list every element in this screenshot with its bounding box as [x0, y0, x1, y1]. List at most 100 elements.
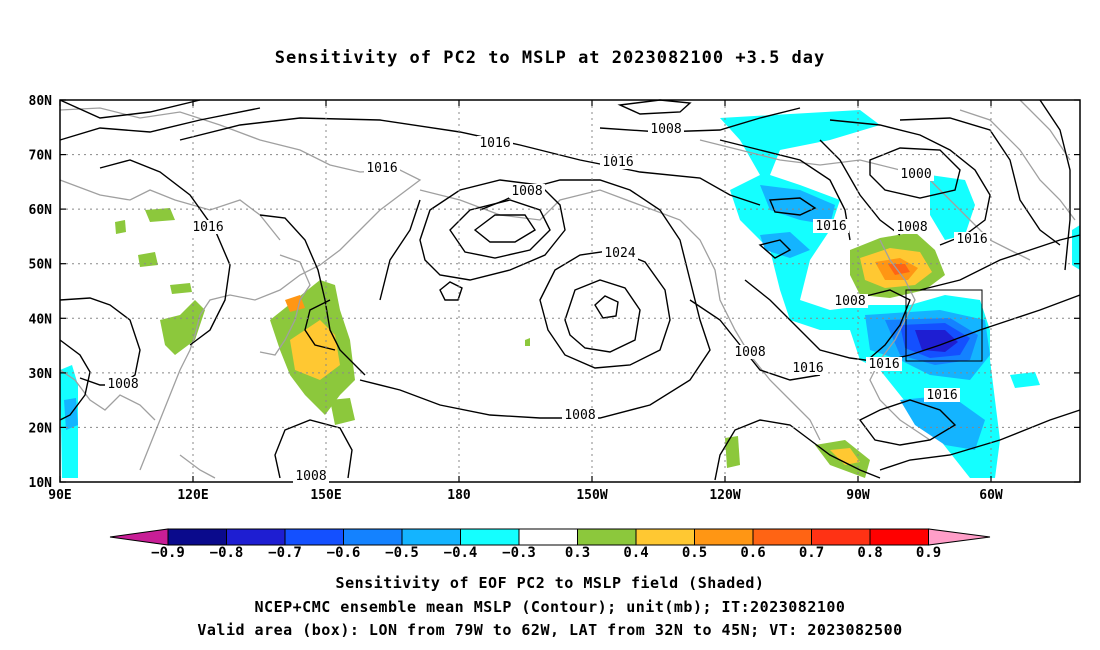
lon-label: 150E [310, 488, 341, 503]
contour-label: 1008 [734, 345, 765, 360]
map-frame [59, 99, 1081, 483]
colorbar-swatch [694, 528, 754, 546]
contour-label-bg [293, 469, 329, 483]
valid-area-box [905, 289, 983, 362]
colorbar-label: −0.5 [385, 545, 419, 561]
footer-line-contour: NCEP+CMC ensemble mean MSLP (Contour); u… [254, 598, 846, 616]
lat-label: 80N [29, 94, 53, 109]
shade-region [1010, 372, 1040, 388]
colorbar-swatch [167, 528, 227, 546]
lat-label: 40N [29, 312, 53, 327]
coastline [179, 454, 216, 479]
colorbar-swatch [752, 528, 812, 546]
colorbar-label: −0.6 [327, 545, 361, 561]
contour-label-bg [898, 167, 934, 181]
contour-label: 1016 [926, 388, 957, 403]
lon-axis-labels: 90E 120E 150E 180 150W 120W 90W 60W [48, 488, 1003, 503]
contour-line [59, 99, 201, 119]
shade-region [330, 398, 355, 425]
contour-label-bg [509, 184, 545, 198]
contour-line [714, 419, 881, 481]
shade-region [115, 220, 126, 234]
contour-line [594, 295, 619, 319]
contour-label-bg [866, 357, 902, 371]
contour-line [899, 117, 1061, 246]
contour-line [719, 139, 851, 241]
contour-line [259, 214, 366, 376]
contour-label-bg [477, 136, 513, 150]
contour-line [439, 281, 463, 301]
shade-region [900, 395, 985, 450]
contour-line [59, 339, 91, 421]
colorbar-label: −0.3 [502, 545, 536, 561]
contour-label: 1008 [107, 377, 138, 392]
contour-label-bg [602, 246, 638, 260]
lat-label: 50N [29, 258, 53, 273]
contour-label-bg [894, 220, 930, 234]
contour-line [99, 159, 231, 346]
lat-label: 10N [29, 476, 53, 491]
contour-label-bg [364, 161, 400, 175]
shade-region [160, 300, 205, 355]
contour-line [539, 249, 671, 369]
colorbar-swatch [518, 528, 578, 546]
coastline [59, 179, 281, 241]
contour-label-bg [954, 232, 990, 246]
shade-region [145, 208, 175, 222]
lon-label: 60W [979, 488, 1003, 503]
colorbar-label: 0.8 [857, 545, 882, 561]
mslp-contours [59, 99, 1081, 481]
colorbar-label: 0.6 [740, 545, 765, 561]
colorbar-swatch [577, 528, 637, 546]
lon-label: 120E [177, 488, 208, 503]
lat-label: 30N [29, 367, 53, 382]
colorbar-label: 0.3 [565, 545, 590, 561]
colorbar-label: −0.4 [444, 545, 478, 561]
contour-line [274, 419, 353, 479]
coastline [959, 109, 1076, 221]
lon-label: 90E [48, 488, 71, 503]
contour-line [179, 117, 761, 206]
contour-label: 1016 [479, 136, 510, 151]
colorbar-label: 0.5 [682, 545, 707, 561]
contour-line [599, 107, 801, 133]
contour-label: 1016 [815, 219, 846, 234]
lon-label: 120W [709, 488, 740, 503]
colorbar-label: 0.9 [916, 545, 941, 561]
colorbar-label: −0.9 [151, 545, 185, 561]
shade-region [138, 252, 158, 267]
lat-label: 20N [29, 421, 53, 436]
contour-label: 1016 [956, 232, 987, 247]
colorbar-swatch [460, 528, 520, 546]
sensitivity-shading [60, 110, 1080, 478]
contour-label: 1024 [604, 246, 635, 261]
contour-label: 1008 [564, 408, 595, 423]
contour-label: 1000 [900, 167, 931, 182]
contour-label: 1008 [650, 122, 681, 137]
contour-line [449, 199, 551, 259]
colorbar-swatch [226, 528, 286, 546]
colorbar-labels: −0.9 −0.8 −0.7 −0.6 −0.5 −0.4 −0.3 0.3 0.4 0.5 0.6… [151, 545, 941, 561]
coastline [259, 254, 311, 356]
colorbar-low-triangle [109, 528, 169, 546]
colorbar-swatch [401, 528, 461, 546]
shade-region [915, 330, 958, 352]
contour-label: 1016 [366, 161, 397, 176]
chart-title: Sensitivity of PC2 to MSLP at 2023082100… [274, 48, 826, 68]
coastline [1019, 99, 1071, 161]
colorbar-label: 0.4 [623, 545, 648, 561]
shade-region [760, 185, 835, 225]
colorbar-swatch [811, 528, 871, 546]
colorbar-label: −0.7 [268, 545, 302, 561]
contour-label-bg [813, 219, 849, 233]
contour-label: 1008 [834, 294, 865, 309]
colorbar-label: 0.7 [799, 545, 824, 561]
footer-line-shading: Sensitivity of EOF PC2 to MSLP field (Sh… [335, 574, 765, 592]
shade-region [930, 175, 975, 240]
shade-region [525, 338, 530, 346]
colorbar [109, 528, 991, 546]
contour-line [564, 279, 641, 353]
shade-region [290, 320, 340, 380]
shade-region [170, 283, 192, 294]
contour-label-bg [732, 345, 768, 359]
